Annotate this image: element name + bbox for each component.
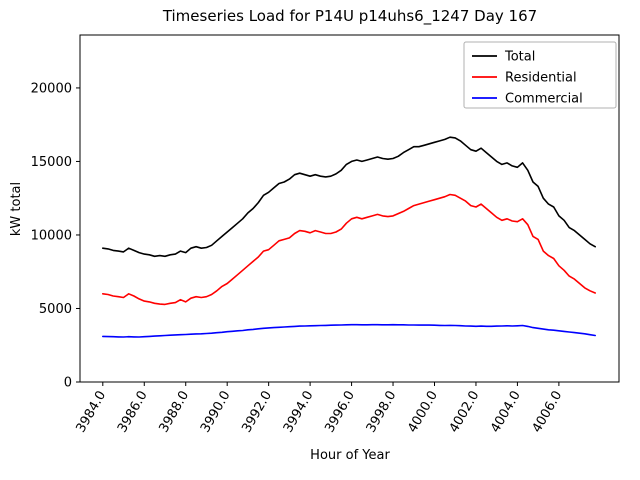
y-tick-label: 0 [64,376,72,391]
legend-label-total: Total [504,50,535,65]
x-tick-label: 3992.0 [239,389,275,436]
x-tick-label: 4002.0 [447,389,483,436]
y-tick-label: 10000 [31,228,72,243]
x-tick-label: 3986.0 [115,389,151,436]
y-axis-label: kW total [9,182,24,236]
x-axis-label: Hour of Year [310,448,390,463]
x-tick-label: 3990.0 [198,389,234,436]
axes-frame [79,34,620,383]
legend-label-commercial: Commercial [505,92,583,107]
x-tick-label: 3998.0 [364,389,400,436]
x-tick-label: 4006.0 [530,389,566,436]
y-tick-label: 5000 [39,302,72,317]
x-tick-label: 4004.0 [488,389,524,436]
x-tick-label: 3996.0 [322,389,358,436]
y-tick-label: 15000 [31,155,72,170]
y-tick-label: 20000 [31,81,72,96]
legend-label-residential: Residential [505,71,577,86]
series-line-residential [102,193,597,306]
x-tick-label: 4000.0 [405,389,441,436]
x-tick-label: 3994.0 [281,389,317,436]
x-tick-label: 3984.0 [74,389,110,436]
x-tick-label: 3988.0 [156,389,192,436]
legend-box [463,41,617,109]
series-line-total [102,136,597,258]
series-line-commercial [102,323,597,338]
chart-title: Timeseries Load for P14U p14uhs6_1247 Da… [162,7,537,26]
